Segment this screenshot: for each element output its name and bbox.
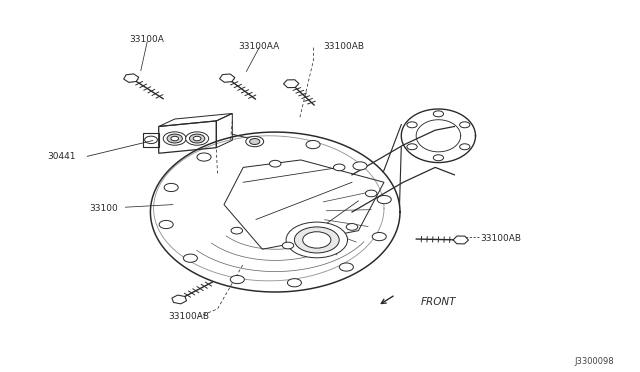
Circle shape xyxy=(303,232,331,248)
Circle shape xyxy=(250,138,260,144)
Circle shape xyxy=(353,162,367,170)
Polygon shape xyxy=(124,74,139,82)
Circle shape xyxy=(230,275,244,283)
Circle shape xyxy=(159,221,173,229)
Circle shape xyxy=(333,164,345,171)
Text: 33100AB: 33100AB xyxy=(168,312,209,321)
Circle shape xyxy=(372,232,387,241)
Circle shape xyxy=(197,153,211,161)
Circle shape xyxy=(433,111,444,117)
Text: 30441: 30441 xyxy=(47,153,76,161)
Circle shape xyxy=(189,134,205,143)
Circle shape xyxy=(460,122,470,128)
Circle shape xyxy=(306,141,320,149)
Circle shape xyxy=(433,155,444,161)
Text: FRONT: FRONT xyxy=(421,297,456,307)
Circle shape xyxy=(377,195,391,203)
Text: J3300098: J3300098 xyxy=(575,357,614,366)
Circle shape xyxy=(460,144,470,150)
Circle shape xyxy=(183,254,197,262)
Circle shape xyxy=(339,263,353,271)
Circle shape xyxy=(407,122,417,128)
Circle shape xyxy=(282,242,294,249)
Circle shape xyxy=(294,227,339,253)
Text: 33100: 33100 xyxy=(90,204,118,213)
Text: 33100AB: 33100AB xyxy=(323,42,364,51)
Circle shape xyxy=(186,132,209,145)
Circle shape xyxy=(163,132,186,145)
Polygon shape xyxy=(453,236,468,244)
Polygon shape xyxy=(172,295,186,304)
Circle shape xyxy=(193,136,201,141)
Text: 33100AB: 33100AB xyxy=(480,234,521,243)
Circle shape xyxy=(145,136,157,144)
Circle shape xyxy=(286,222,348,258)
Circle shape xyxy=(287,279,301,287)
Circle shape xyxy=(365,190,377,197)
Circle shape xyxy=(167,134,182,143)
Polygon shape xyxy=(284,80,299,88)
Circle shape xyxy=(171,136,179,141)
Circle shape xyxy=(407,144,417,150)
Circle shape xyxy=(231,227,243,234)
Circle shape xyxy=(249,137,263,145)
Text: 33100AA: 33100AA xyxy=(239,42,280,51)
Polygon shape xyxy=(220,74,235,82)
Text: 33100A: 33100A xyxy=(130,35,164,44)
Circle shape xyxy=(346,224,358,230)
Circle shape xyxy=(164,183,178,192)
Circle shape xyxy=(246,136,264,147)
Circle shape xyxy=(269,160,281,167)
